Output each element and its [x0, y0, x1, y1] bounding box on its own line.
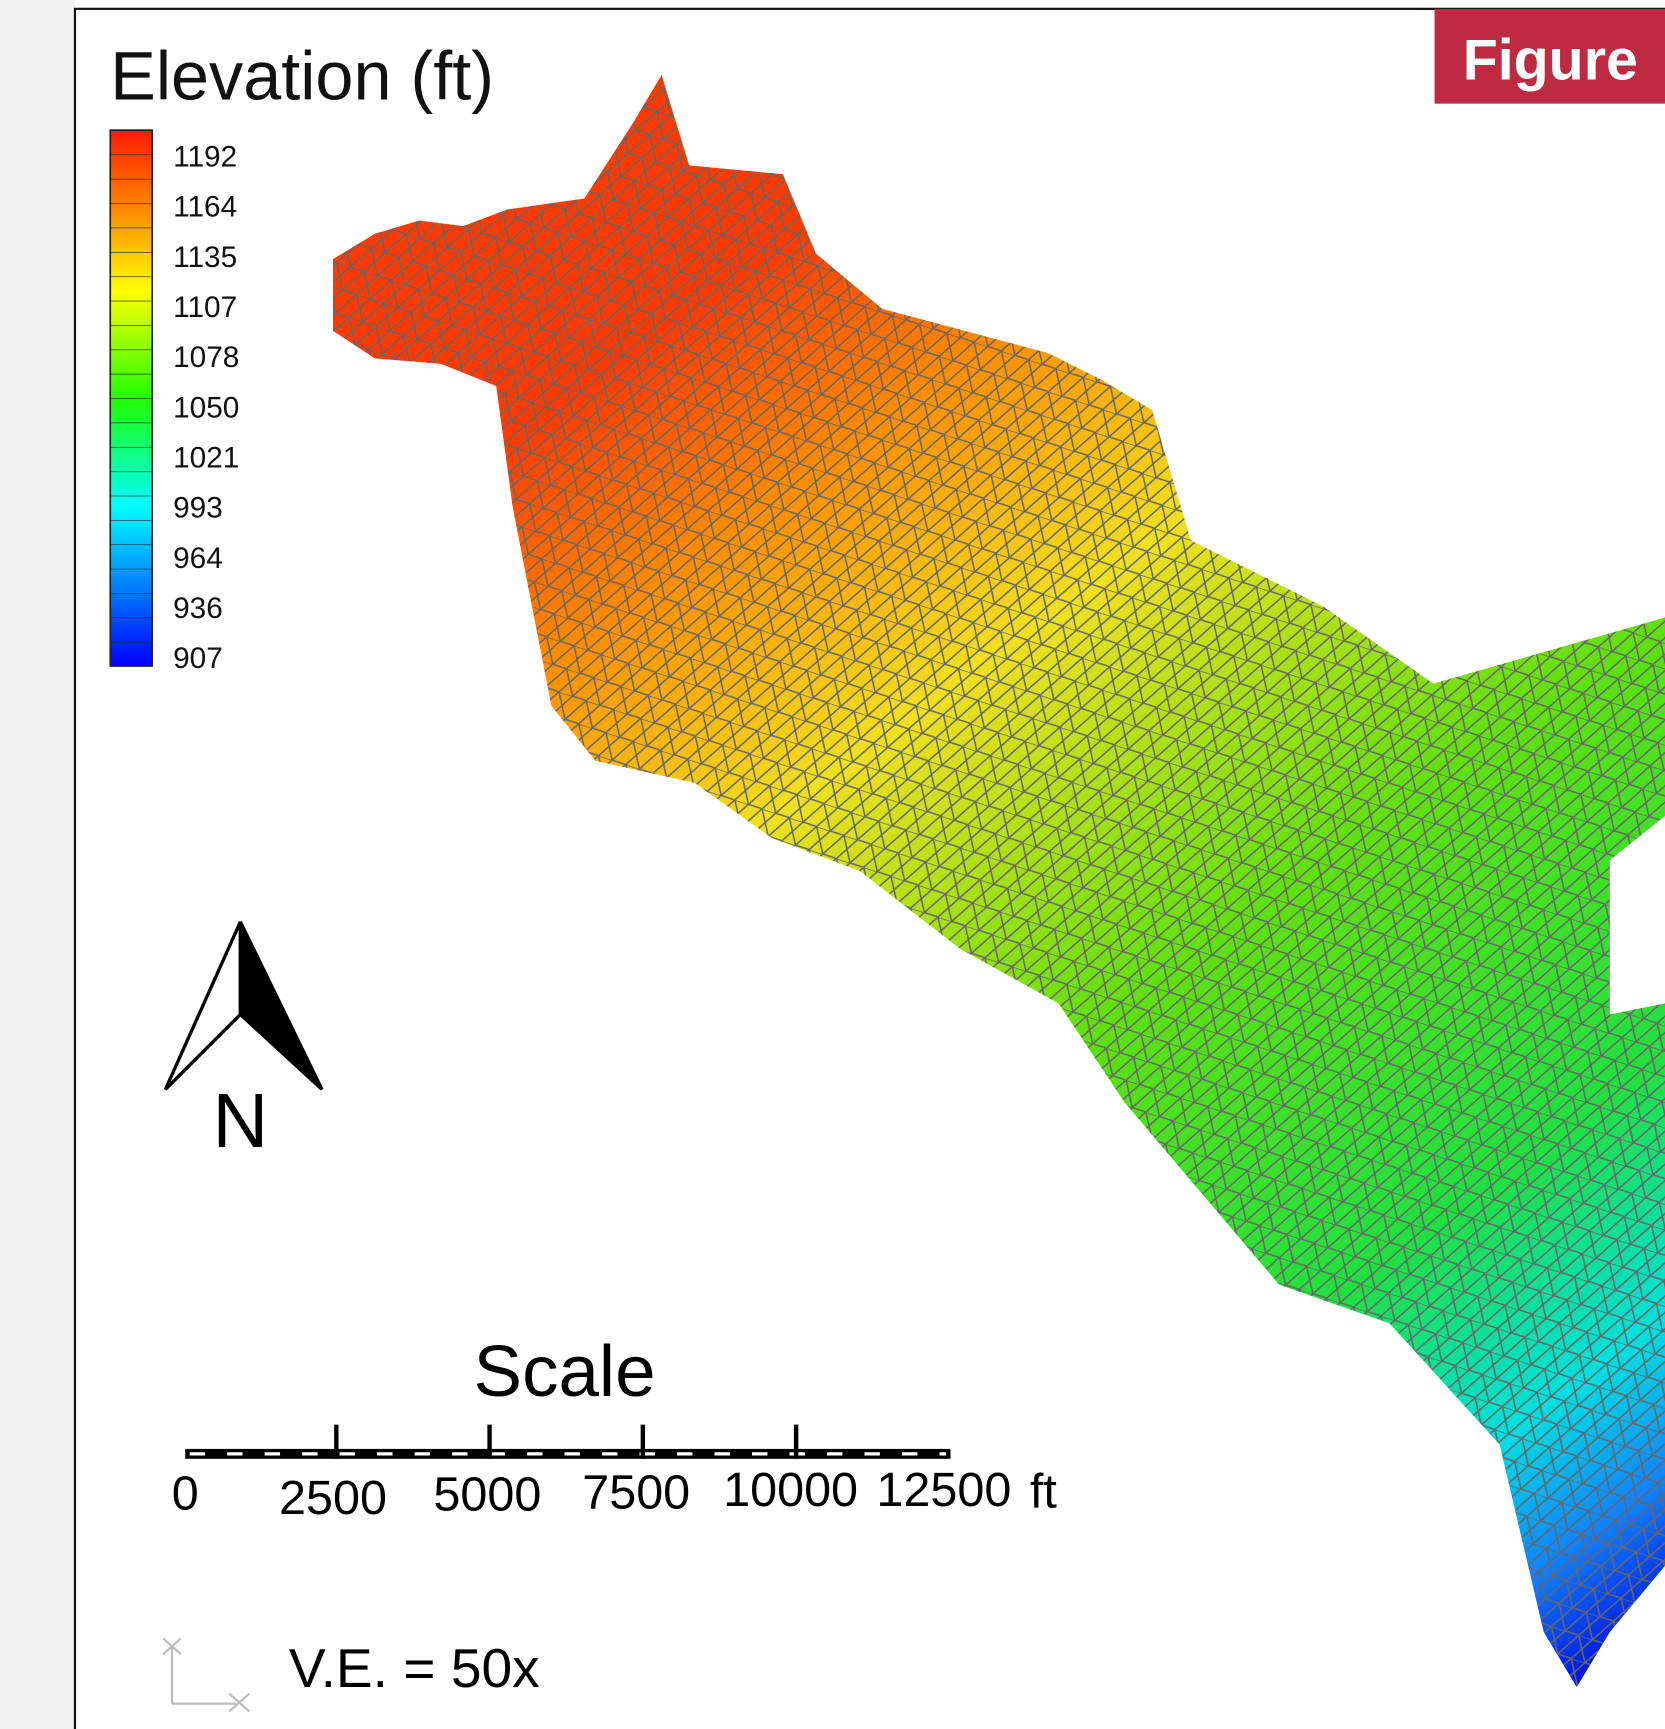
scale-label: 12500	[876, 1463, 1011, 1517]
scale-label: 7500	[582, 1465, 690, 1519]
scale-label: 2500	[279, 1471, 387, 1525]
legend-label: 1078	[173, 341, 239, 374]
legend-label: 1164	[173, 191, 237, 224]
color-bar-outline	[110, 130, 152, 666]
legend-label: 1050	[173, 391, 239, 424]
north-label: N	[213, 1078, 269, 1164]
scale-label: 10000	[723, 1463, 858, 1517]
badge: Figure	[1463, 28, 1638, 92]
scale-unit: ft	[1030, 1464, 1057, 1518]
figure: Figure Elevation (ft) 1192 1164 1135 1107 10…	[0, 0, 1665, 1729]
legend-label: 964	[173, 542, 223, 575]
legend-label: 993	[173, 492, 223, 525]
scale-label: 0	[172, 1467, 199, 1521]
legend-label: 1135	[173, 241, 237, 274]
legend-label: 936	[173, 592, 223, 625]
legend-title: Elevation (ft)	[110, 38, 494, 114]
legend-label: 1192	[173, 141, 237, 174]
scale-label: 5000	[433, 1468, 541, 1522]
legend-label: 907	[173, 642, 223, 675]
legend-label: 1107	[173, 291, 237, 324]
scale-title: Scale	[474, 1331, 656, 1412]
legend-label: 1021	[173, 442, 239, 475]
side-strip	[0, 0, 75, 1729]
page: Figure Elevation (ft) 1192 1164 1135 1107 10…	[0, 0, 1665, 1729]
scale-labels: 0 2500 5000 7500 10000 12500	[172, 1463, 1012, 1525]
vertical-exaggeration: V.E. = 50x	[289, 1637, 540, 1699]
